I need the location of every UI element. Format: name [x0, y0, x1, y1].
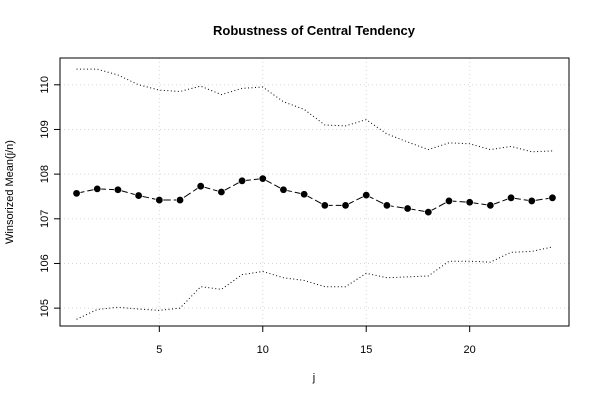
data-point: [176, 196, 184, 204]
data-point: [383, 202, 391, 209]
data-point: [445, 197, 453, 205]
y-axis: 105 106 107 108 109 110: [39, 76, 60, 317]
data-point: [217, 188, 225, 196]
y-tick-label: 107: [39, 210, 51, 228]
x-tick-label: 10: [257, 344, 269, 356]
data-point: [300, 190, 308, 198]
series-line-upper-bound: [76, 68, 553, 153]
y-tick-label: 106: [39, 254, 51, 272]
grid: [60, 58, 569, 326]
data-point: [135, 192, 143, 199]
y-tick-label: 108: [39, 165, 51, 183]
y-axis-label: Winsorized Mean(j/n): [4, 140, 16, 244]
y-tick-label: 105: [39, 299, 51, 317]
data-point: [259, 175, 267, 183]
x-tick-label: 5: [156, 344, 162, 356]
data-point: [342, 202, 349, 209]
data-point: [486, 202, 494, 209]
series-line-winsorized-mean: [76, 178, 553, 213]
data-point: [404, 205, 412, 212]
data-point: [114, 186, 122, 194]
series-line-lower-bound: [76, 246, 553, 320]
data-point: [321, 202, 329, 209]
data-point: [93, 185, 101, 193]
data-point: [424, 208, 432, 216]
y-tick-label: 109: [39, 120, 51, 138]
data-point: [155, 196, 163, 204]
data-point: [73, 189, 80, 197]
data-point: [280, 186, 287, 194]
data-point: [362, 191, 370, 199]
series-group: [72, 68, 557, 320]
data-point: [549, 194, 556, 202]
data-point: [507, 194, 515, 202]
x-tick-label: 20: [464, 344, 476, 356]
x-tick-label: 15: [360, 344, 372, 356]
plot-area: [59, 57, 570, 327]
data-point: [197, 182, 205, 190]
y-tick-label: 110: [39, 76, 51, 94]
x-axis: 5 10 15 20: [156, 326, 476, 356]
chart-title: Robustness of Central Tendency: [213, 23, 416, 38]
data-point: [238, 177, 246, 185]
x-axis-label: j: [312, 372, 315, 384]
data-point: [528, 197, 536, 205]
data-point: [466, 198, 474, 206]
